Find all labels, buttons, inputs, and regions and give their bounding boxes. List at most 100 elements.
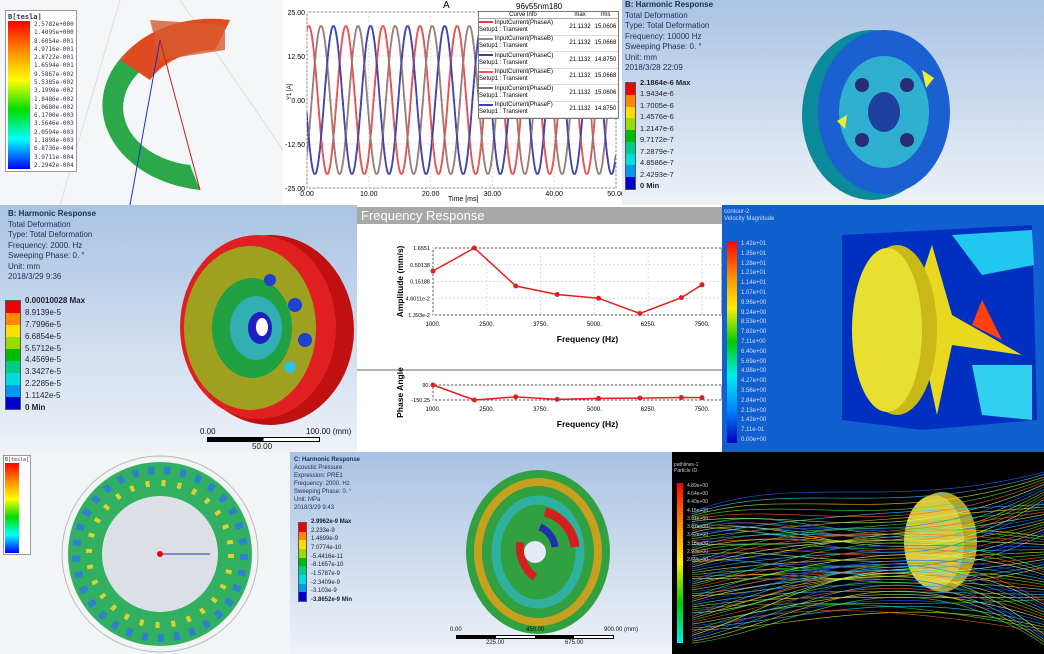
info-line: C: Harmonic Response: [294, 457, 361, 463]
pathline: [691, 596, 1044, 645]
legend-value: 3.18e+00: [687, 540, 708, 547]
legend-value: 6.40e+00: [741, 348, 767, 355]
legend-value: 1.4095e+000: [34, 29, 74, 37]
x-axis-label: Time [ms]: [448, 196, 479, 203]
x-tick-label: 5000.: [587, 322, 602, 328]
legend-value: 2.2942e-004: [34, 161, 74, 169]
legend-value: 4.98e+00: [741, 368, 767, 375]
legend-max: 21.1132: [569, 56, 591, 63]
chart-subtitle: 96v55nm180: [516, 2, 563, 11]
pathline: [691, 509, 1044, 541]
pathline: [691, 514, 1044, 545]
data-point: [471, 245, 477, 251]
color-bar: [8, 21, 30, 169]
legend-max: 21.1132: [569, 89, 591, 96]
pathline: [691, 471, 1044, 513]
legend-rms: 14.8750: [594, 106, 617, 113]
pathline: [691, 588, 1044, 623]
pathline: [691, 559, 1044, 593]
legend-entry: InputCurrent(PhaseC) Setup1 : Transient 21…: [479, 52, 618, 69]
color-bar: [298, 522, 307, 602]
legend-value: 2.5782e+000: [34, 21, 74, 28]
pathline: [691, 519, 1044, 549]
legend-value: 2.84e+00: [741, 397, 767, 404]
legend-entry: InputCurrent(PhaseF) Setup1 : Transient 21…: [479, 102, 618, 118]
info-line: Unit: mm: [625, 52, 657, 62]
info-line: Total Deformation: [8, 219, 71, 229]
info-line: B: Harmonic Response: [625, 0, 714, 9]
info-line: Frequency: 2000. Hz: [294, 481, 350, 487]
legend-entry: InputCurrent(PhaseB) Setup1 : Transient 21…: [479, 36, 618, 52]
legend-title: pathlines-1: [674, 462, 699, 468]
pathline: [691, 476, 1044, 517]
pathline: [691, 581, 1044, 621]
legend-value: 0 Min: [640, 180, 660, 190]
legend-value: 7.2879e-7: [640, 146, 674, 156]
legend-value: 6.8736e-004: [34, 145, 74, 153]
pathline: [691, 545, 1044, 570]
legend-value: 2.233e-9: [311, 527, 335, 534]
disc-render: [466, 470, 610, 634]
legend-value: 3.9711e-004: [34, 153, 74, 161]
panel-title: Frequency Response: [357, 207, 722, 224]
pathline: [691, 584, 1044, 640]
data-point: [637, 311, 643, 317]
legend-value: 1.35e+01: [741, 250, 767, 257]
legend-rms: 15.0668: [594, 40, 617, 47]
legend-swatch: [479, 54, 493, 57]
legend-value: 8.6054e-001: [34, 37, 74, 45]
scale-left: 0.00: [450, 627, 462, 633]
x-tick-label: 40.00: [545, 191, 563, 198]
pathlines-render: [691, 471, 1044, 645]
legend-value: 4.9716e-001: [34, 45, 74, 53]
scale-mid: 450.00: [526, 627, 545, 633]
legend-value: 7.7996e-5: [25, 319, 62, 329]
motor-coil-render: [59, 0, 283, 205]
info-line: Unit: mm: [8, 261, 40, 271]
legend-value: 9.24e+00: [741, 309, 767, 316]
data-point: [430, 268, 436, 274]
x-tick-label: 1000.: [425, 407, 440, 413]
pathline: [691, 548, 1044, 589]
y-tick-label: 0.15188: [410, 280, 430, 286]
legend-value: 1.7005e-6: [640, 100, 674, 110]
x-tick-label: 5000.: [587, 407, 602, 413]
pathline: [691, 564, 1044, 583]
legend-value: 4.64e+00: [687, 491, 708, 498]
scale-right: 900.00 (mm): [604, 627, 639, 633]
pathline: [691, 566, 1044, 585]
legend-swatch: [479, 70, 493, 73]
legend-value: 0 Min: [25, 402, 46, 412]
legend-subtitle: Velocity Magnitude: [724, 216, 775, 222]
pathline: [691, 504, 1044, 538]
x-tick-label: 30.00: [484, 191, 502, 198]
info-line: Type: Total Deformation: [8, 230, 93, 239]
legend-value: 7.82e+00: [741, 329, 767, 336]
legend-value: 1.0680e-002: [34, 103, 74, 111]
y-tick-label: -150.25: [411, 398, 430, 404]
legend-sub: Setup1 : Transient: [479, 43, 528, 50]
legend-rms: 15.0668: [594, 73, 617, 80]
color-bar: [5, 300, 21, 410]
legend-value: 3.67e+00: [687, 524, 708, 531]
legend-rms: 15.0606: [594, 23, 617, 30]
y-axis-label: Amplitude (mm/s): [395, 245, 405, 317]
pathline: [691, 511, 1044, 543]
panel-acoustic-pressure: C: Harmonic Response Acoustic Pressure Exp…: [290, 452, 672, 654]
legend-entry: InputCurrent(PhaseA) Setup1 : Transient 21…: [479, 19, 618, 36]
info-line: Expression: PRE1: [294, 473, 343, 479]
legend-sub: Setup1 : Transient: [479, 76, 528, 83]
legend-header: max: [574, 12, 586, 18]
legend-name: InputCurrent(PhaseB): [494, 36, 554, 43]
legend-value: 4.89e+00: [687, 483, 708, 489]
panel-pathlines: pathlines-1 Particle ID 4.89e+00 4.64e+00 4…: [672, 452, 1044, 654]
legend-value: 9.7172e-7: [640, 135, 674, 145]
data-point: [554, 292, 560, 298]
legend-value: 1.1898e-003: [34, 136, 74, 144]
legend-value: 7.11e-01: [741, 427, 765, 434]
info-line: Frequency: 10000 Hz: [625, 31, 702, 41]
data-point: [513, 394, 519, 400]
legend-name: InputCurrent(PhaseF): [494, 102, 553, 109]
x-tick-label: 3750.: [533, 407, 548, 413]
pathline: [691, 572, 1044, 600]
